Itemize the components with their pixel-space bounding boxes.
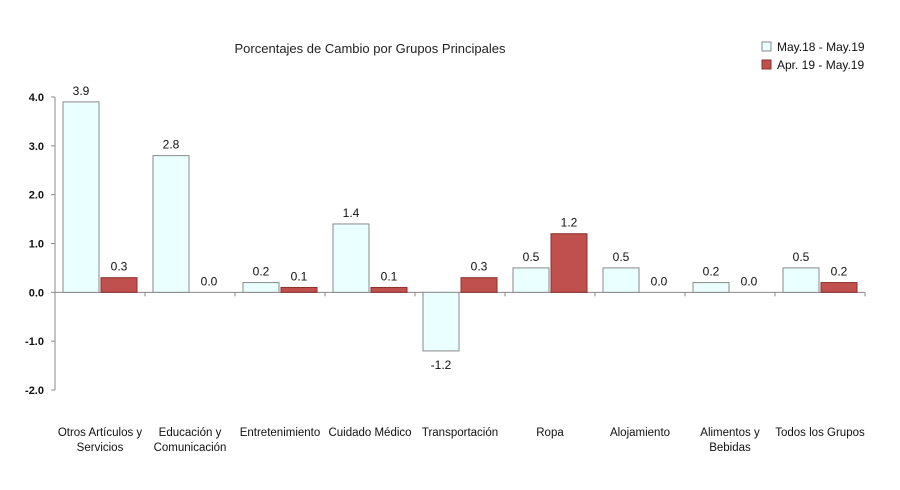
- y-tick-label: 2.0: [29, 190, 44, 202]
- bar-series-2: [820, 282, 858, 293]
- data-label: 0.0: [741, 274, 758, 288]
- bar-series-1: [332, 223, 370, 293]
- bar-series-2: [460, 277, 498, 293]
- legend-swatch: [761, 59, 772, 70]
- bar-series-1: [242, 282, 280, 293]
- bar-series-1: [782, 267, 820, 293]
- category-label: Ropa: [536, 427, 564, 439]
- category-label: Todos los Grupos: [775, 427, 865, 439]
- data-label: 0.2: [253, 265, 270, 279]
- bar-series-1: [512, 267, 550, 293]
- category-label: Transportación: [422, 427, 498, 439]
- data-label: 3.9: [73, 84, 90, 98]
- data-label: 0.1: [291, 269, 308, 283]
- data-label: 0.2: [703, 265, 720, 279]
- category-label: Servicios: [77, 442, 124, 454]
- category-label: Alimentos y: [700, 427, 760, 439]
- legend: May.18 - May.19 Apr. 19 - May.19: [761, 40, 865, 72]
- bar-series-2: [280, 286, 318, 293]
- bar-series-2: [550, 233, 588, 293]
- legend-label: May.18 - May.19: [777, 40, 865, 54]
- data-label: 0.5: [613, 250, 630, 264]
- category-label: Comunicación: [154, 442, 227, 454]
- bar-series-1: [692, 282, 730, 293]
- y-tick-label: 3.0: [29, 141, 44, 153]
- y-tick-label: -1.0: [25, 336, 44, 348]
- legend-label: Apr. 19 - May.19: [777, 58, 864, 72]
- data-label: 0.2: [831, 265, 848, 279]
- data-label: 0.3: [111, 260, 128, 274]
- data-label: 0.0: [201, 274, 218, 288]
- legend-swatch: [761, 41, 772, 52]
- category-labels: Otros Artículos y Servicios Educación y Com…: [58, 427, 865, 454]
- data-labels: 3.9 0.3 2.8 0.0 0.2 0.1 1.4 0.1 -1.2 0.3 0.5 1.2 0.5…: [73, 84, 848, 372]
- chart-title: Porcentajes de Cambio por Grupos Princip…: [235, 41, 506, 56]
- data-label: 0.0: [651, 274, 668, 288]
- bar-series-1: [422, 291, 460, 352]
- y-tick-label: 4.0: [29, 92, 44, 104]
- data-label: 2.8: [163, 138, 180, 152]
- category-label: Bebidas: [709, 442, 751, 454]
- category-label: Educación y: [159, 427, 222, 439]
- bars: [62, 101, 858, 352]
- data-label: 1.4: [343, 206, 360, 220]
- axes: -2.0 -1.0 0.0 1.0 2.0 3.0 4.0: [25, 92, 866, 397]
- data-label: 0.5: [523, 250, 540, 264]
- category-label: Cuidado Médico: [328, 427, 411, 439]
- data-label: 0.5: [793, 250, 810, 264]
- data-label: 1.2: [561, 216, 578, 230]
- data-label: 0.3: [471, 260, 488, 274]
- y-tick-label: -2.0: [25, 385, 44, 397]
- bar-series-1: [62, 101, 100, 293]
- bar-series-1: [602, 267, 640, 293]
- data-label: 0.1: [381, 269, 398, 283]
- category-label: Otros Artículos y: [58, 427, 143, 439]
- y-tick-label: 1.0: [29, 239, 44, 251]
- data-label: -1.2: [431, 358, 452, 372]
- category-label: Alojamiento: [610, 427, 670, 439]
- category-label: Entretenimiento: [240, 427, 321, 439]
- y-tick-label: 0.0: [29, 287, 44, 299]
- bar-series-2: [370, 286, 408, 293]
- bar-series-2: [100, 277, 138, 293]
- bar-series-1: [152, 155, 190, 293]
